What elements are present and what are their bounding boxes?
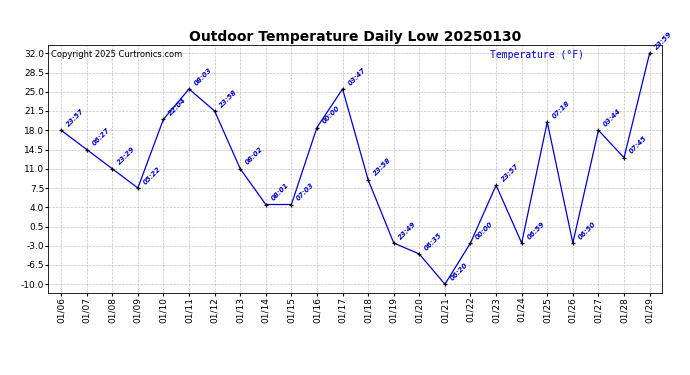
Point: [235, 166, 246, 172]
Text: 23:59: 23:59: [653, 30, 673, 51]
Point: [414, 251, 425, 257]
Text: 06:27: 06:27: [91, 127, 111, 147]
Text: 07:03: 07:03: [295, 182, 315, 202]
Point: [440, 281, 451, 287]
Text: 23:58: 23:58: [373, 157, 393, 177]
Text: 23:49: 23:49: [398, 220, 418, 240]
Text: 23:57: 23:57: [66, 108, 86, 128]
Point: [567, 240, 578, 246]
Text: 23:29: 23:29: [117, 146, 137, 166]
Point: [644, 50, 655, 56]
Point: [209, 108, 220, 114]
Text: 05:22: 05:22: [142, 165, 162, 185]
Text: 03:47: 03:47: [346, 66, 366, 86]
Text: 00:00: 00:00: [475, 220, 495, 240]
Text: 08:03: 08:03: [193, 66, 213, 86]
Text: 22:04: 22:04: [168, 96, 188, 117]
Text: 08:02: 08:02: [244, 146, 264, 166]
Text: 06:20: 06:20: [449, 261, 469, 282]
Point: [286, 201, 297, 207]
Text: 23:58: 23:58: [219, 88, 239, 108]
Text: 06:59: 06:59: [526, 220, 546, 240]
Text: Copyright 2025 Curtronics.com: Copyright 2025 Curtronics.com: [51, 50, 183, 59]
Point: [363, 177, 374, 183]
Point: [618, 155, 629, 161]
Text: 07:45: 07:45: [628, 135, 648, 155]
Text: 07:18: 07:18: [551, 99, 571, 119]
Point: [388, 240, 400, 246]
Text: 23:57: 23:57: [500, 162, 520, 183]
Point: [593, 127, 604, 133]
Point: [260, 201, 271, 207]
Title: Outdoor Temperature Daily Low 20250130: Outdoor Temperature Daily Low 20250130: [189, 30, 522, 44]
Point: [465, 240, 476, 246]
Text: 03:44: 03:44: [602, 108, 622, 128]
Text: 06:35: 06:35: [424, 231, 444, 251]
Text: 00:00: 00:00: [321, 105, 341, 125]
Point: [491, 182, 502, 188]
Point: [184, 86, 195, 92]
Point: [81, 147, 92, 153]
Point: [132, 185, 144, 191]
Point: [542, 119, 553, 125]
Point: [158, 116, 169, 122]
Text: 06:50: 06:50: [577, 220, 597, 240]
Point: [516, 240, 527, 246]
Point: [56, 127, 67, 133]
Point: [337, 86, 348, 92]
Text: Temperature (°F): Temperature (°F): [491, 50, 584, 60]
Point: [107, 166, 118, 172]
Text: 08:01: 08:01: [270, 182, 290, 202]
Point: [311, 124, 322, 130]
